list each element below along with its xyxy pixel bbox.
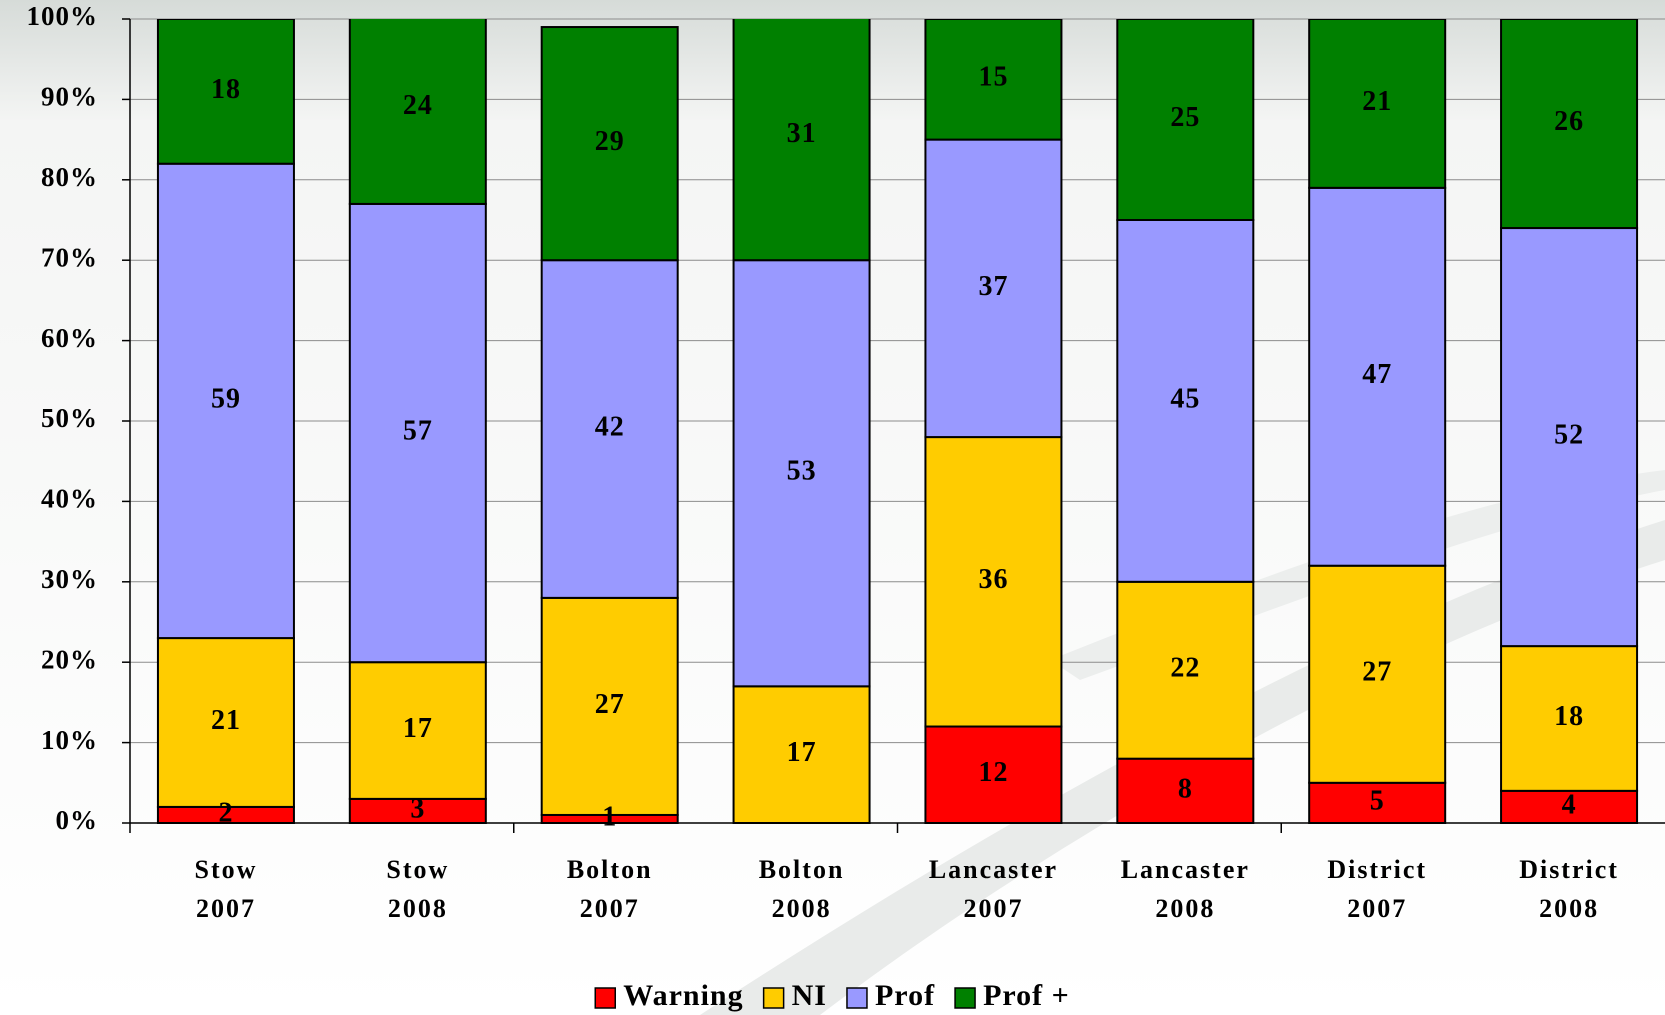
data-label: 2 xyxy=(218,797,233,828)
legend-swatch xyxy=(846,987,868,1009)
bar-segment xyxy=(348,19,487,205)
data-label: 25 xyxy=(1170,102,1200,133)
bar-segment xyxy=(1116,757,1255,824)
x-tick-label: District xyxy=(1519,855,1619,884)
data-label: 27 xyxy=(595,689,625,720)
bar-segment xyxy=(1308,186,1447,567)
data-label: 24 xyxy=(403,90,433,121)
x-tick-label: 2008 xyxy=(772,894,832,923)
bar-segment xyxy=(732,19,871,262)
legend-label: Prof + xyxy=(983,979,1070,1012)
data-label: 37 xyxy=(978,271,1008,302)
bar-segment xyxy=(732,259,871,688)
data-label: 36 xyxy=(978,564,1008,595)
bars xyxy=(156,19,1639,824)
data-label: 22 xyxy=(1170,653,1200,684)
data-label: 52 xyxy=(1554,420,1584,451)
x-tick-label: 2008 xyxy=(388,894,448,923)
y-tick-label: 10% xyxy=(41,725,98,755)
legend-label: Prof xyxy=(875,979,935,1012)
y-tick-label: 30% xyxy=(41,564,98,594)
x-tick-label: 2007 xyxy=(196,894,256,923)
legend-swatch xyxy=(594,987,616,1009)
bar-segment xyxy=(1500,227,1639,648)
y-tick-label: 50% xyxy=(41,403,98,433)
bar-segment xyxy=(1116,219,1255,583)
x-tick-label: 2007 xyxy=(1347,894,1407,923)
data-label: 12 xyxy=(978,757,1008,788)
bar-segment xyxy=(924,725,1063,824)
data-label: 3 xyxy=(410,793,425,824)
bar-segment xyxy=(1500,645,1639,792)
y-tick-label: 90% xyxy=(41,82,98,112)
bar-segment xyxy=(156,637,295,808)
legend-label: Warning xyxy=(623,979,743,1012)
legend-swatch xyxy=(762,987,785,1009)
bar-segment xyxy=(1308,564,1447,784)
legend-label: NI xyxy=(792,979,827,1012)
bar-segment xyxy=(540,259,679,599)
bar-segment xyxy=(1116,580,1255,760)
x-tick-label: 2008 xyxy=(1155,894,1215,923)
y-tick-label: 60% xyxy=(41,323,98,353)
data-label: 5 xyxy=(1370,785,1385,816)
x-tick-label: 2007 xyxy=(580,894,640,923)
bar-segment xyxy=(924,19,1063,141)
x-tick-label: Bolton xyxy=(759,855,845,884)
data-label: 4 xyxy=(1562,789,1577,820)
labels: 0% 10% 20% 30% 40% 50% 60% 70% 80% 90% 100% Stow 200… xyxy=(27,1,1619,1012)
legend-swatch xyxy=(954,987,976,1009)
data-label: 17 xyxy=(403,713,433,744)
y-tick-label: 0% xyxy=(56,805,99,835)
x-tick-label: Bolton xyxy=(567,855,653,884)
bar-segment xyxy=(924,138,1063,439)
data-label: 1 xyxy=(602,801,617,832)
data-label: 26 xyxy=(1554,106,1584,137)
data-label: 59 xyxy=(211,383,241,414)
bar-segment xyxy=(348,797,487,824)
bar-segment xyxy=(348,202,487,664)
y-tick-label: 70% xyxy=(41,242,98,272)
bar-segment xyxy=(924,436,1063,728)
bar-segment xyxy=(348,661,487,800)
y-tick-label: 20% xyxy=(41,644,98,674)
x-tick-label: District xyxy=(1327,855,1427,884)
data-label: 18 xyxy=(1554,701,1584,732)
x-tick-label: 2007 xyxy=(963,894,1023,923)
x-tick-label: Stow xyxy=(194,855,257,884)
data-label: 27 xyxy=(1362,657,1392,688)
data-label: 29 xyxy=(595,126,625,157)
y-tick-label: 100% xyxy=(27,1,99,31)
x-tick-label: Lancaster xyxy=(1121,855,1250,884)
data-label: 15 xyxy=(978,62,1008,93)
data-label: 8 xyxy=(1178,773,1193,804)
bar-segment xyxy=(1308,19,1447,189)
y-tick-label: 80% xyxy=(41,162,98,192)
x-tick-label: Stow xyxy=(386,855,449,884)
data-label: 53 xyxy=(787,456,817,487)
data-label: 21 xyxy=(211,705,241,736)
bar-segment xyxy=(1308,781,1447,824)
data-label: 42 xyxy=(595,411,625,442)
data-label: 45 xyxy=(1170,383,1200,414)
bar-segment xyxy=(540,26,679,262)
bar-segment xyxy=(156,19,295,165)
data-label: 17 xyxy=(787,737,817,768)
bar-segment xyxy=(1500,19,1639,230)
y-tick-label: 40% xyxy=(41,484,98,514)
data-label: 21 xyxy=(1362,86,1392,117)
data-label: 57 xyxy=(403,415,433,446)
x-tick-label: 2008 xyxy=(1539,894,1599,923)
bar-segment xyxy=(1116,19,1255,221)
data-label: 47 xyxy=(1362,359,1392,390)
bar-segment xyxy=(156,162,295,640)
x-tick-label: Lancaster xyxy=(929,855,1058,884)
data-label: 31 xyxy=(787,118,817,149)
data-label: 18 xyxy=(211,74,241,105)
